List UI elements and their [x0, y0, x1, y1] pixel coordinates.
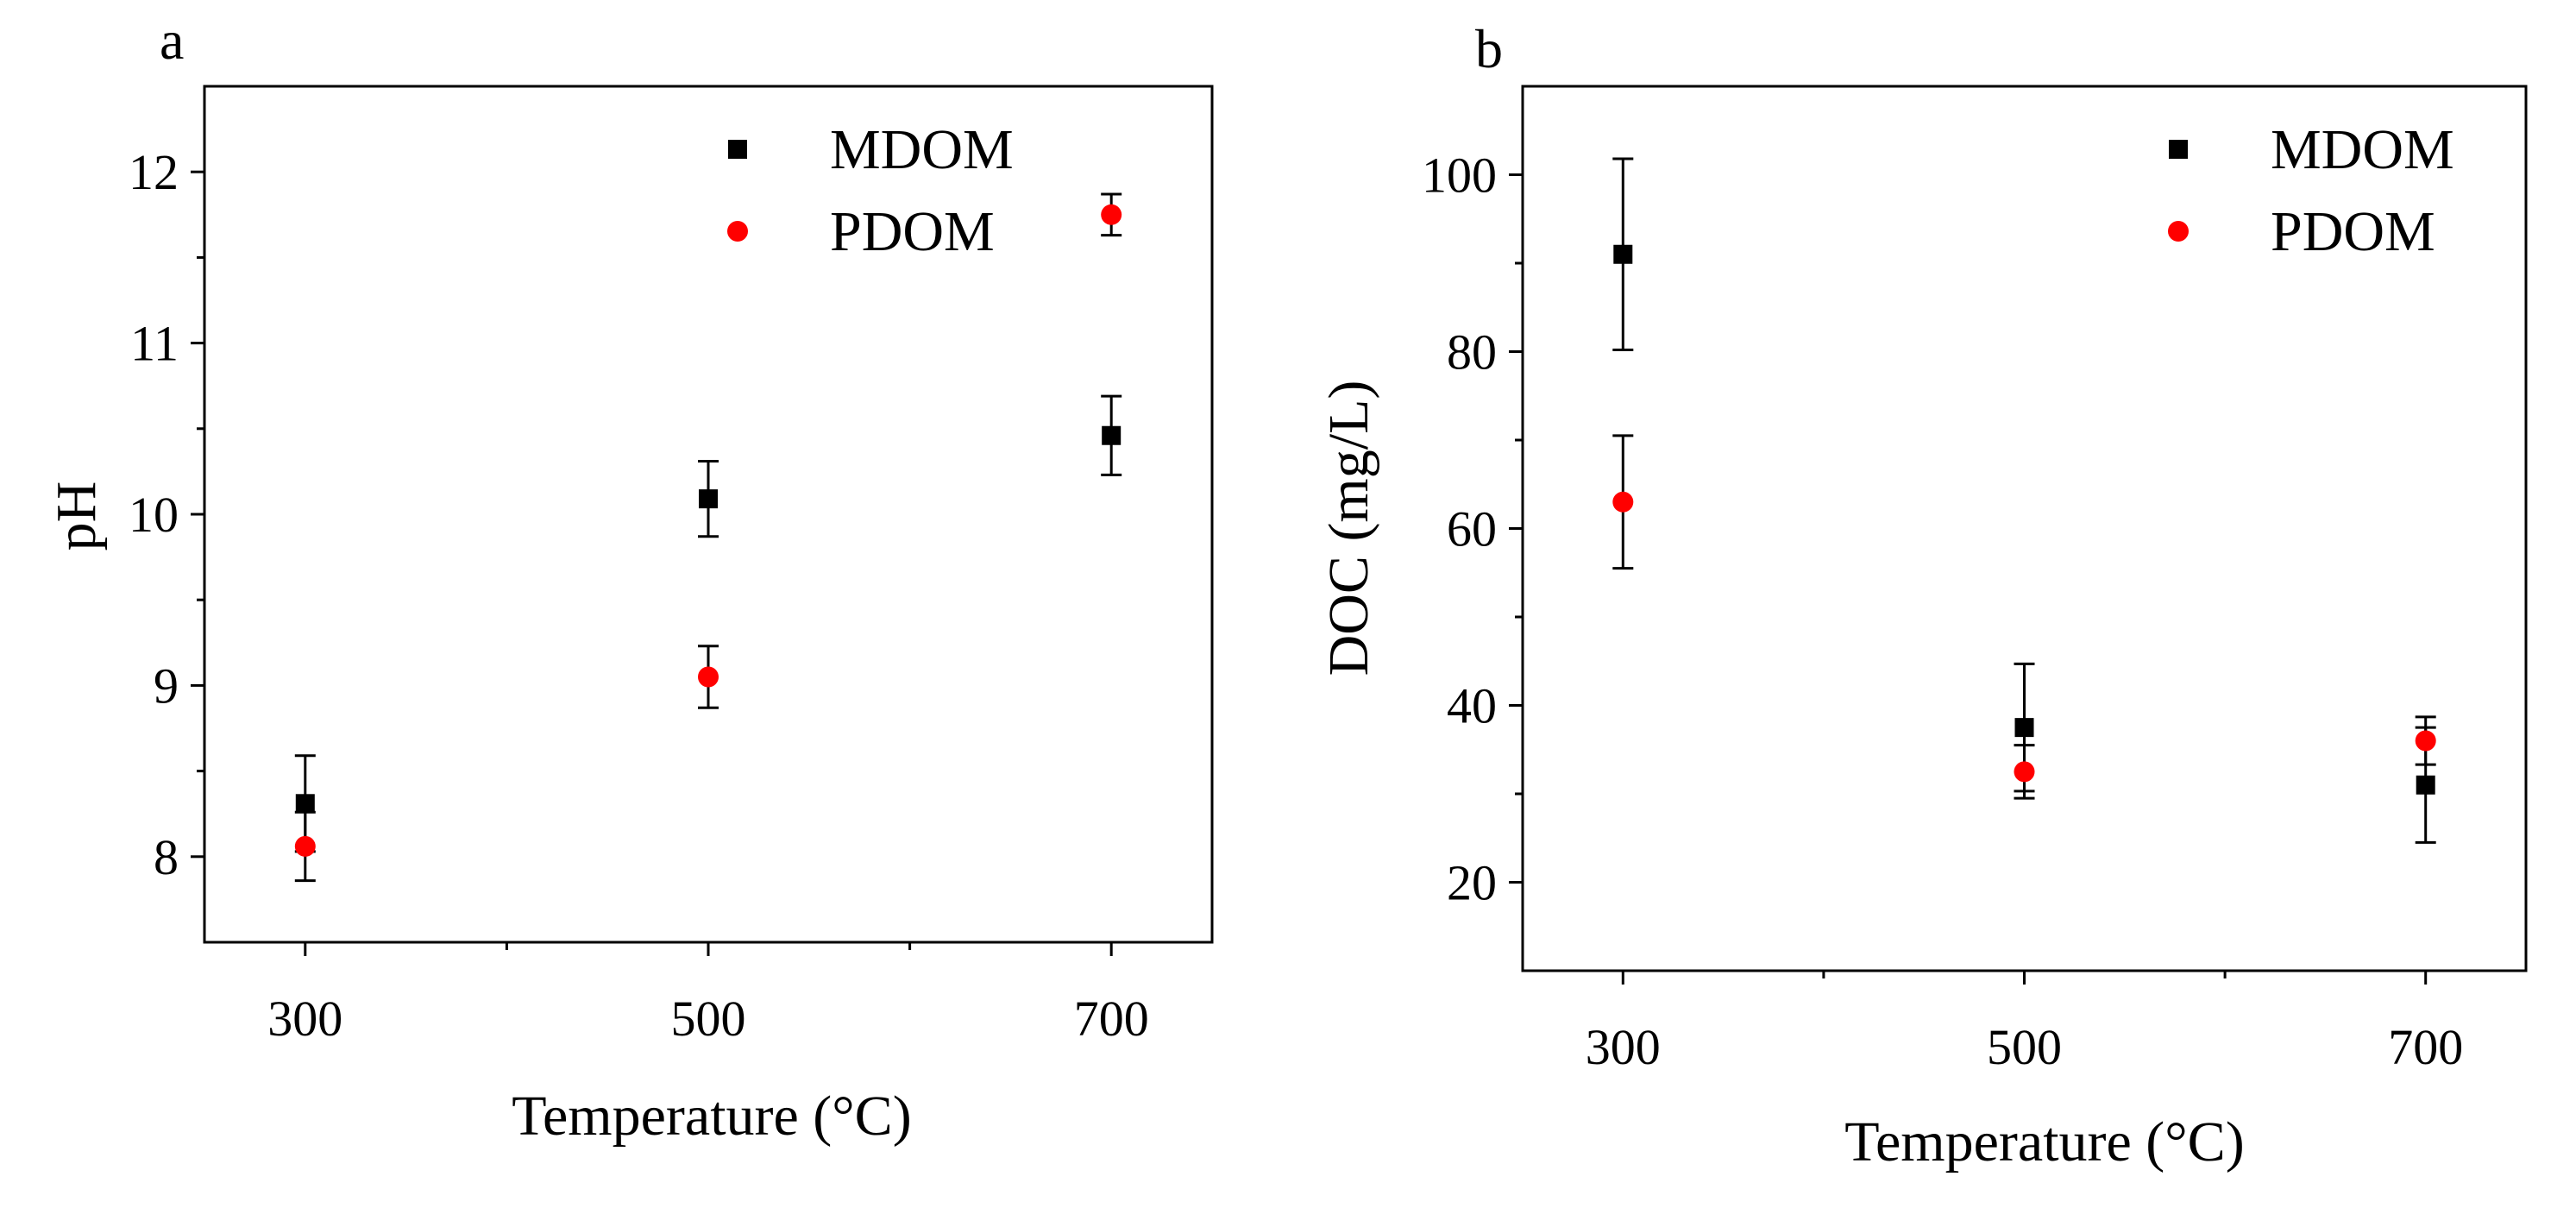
- legend-marker-pdom-b: [2168, 221, 2189, 242]
- y-tick-label-20: 20: [1447, 855, 1497, 911]
- y-tick-label-80: 80: [1447, 324, 1497, 381]
- x-axis-title-a: Temperature (°C): [512, 1085, 911, 1148]
- data-point-mdom-500: [2014, 718, 2034, 738]
- data-point-pdom-500: [698, 666, 719, 688]
- data-point-mdom-700: [1102, 425, 1122, 445]
- legend-label-mdom-b: MDOM: [2271, 118, 2454, 181]
- data-point-pdom-300: [1612, 491, 1634, 513]
- y-axis-title-a: pH: [45, 481, 108, 551]
- chart-panel-b: b Temperature (°C) DOC (mg/L) 300 500 700 2…: [1317, 18, 2528, 1173]
- legend-label-pdom-a: PDOM: [830, 200, 995, 263]
- legend-label-mdom-a: MDOM: [830, 118, 1014, 181]
- data-point-pdom-700: [2415, 730, 2436, 752]
- data-point-pdom-500: [2014, 761, 2035, 783]
- legend-marker-mdom-b: [2169, 140, 2188, 159]
- data-point-pdom-700: [1101, 204, 1122, 225]
- legend-marker-pdom-a: [727, 221, 748, 242]
- x-axis-title-b: Temperature (°C): [1844, 1110, 2244, 1173]
- y-axis-title-b: DOC (mg/L): [1317, 381, 1380, 676]
- y-tick-label-40: 40: [1447, 678, 1497, 734]
- panel-label-b: b: [1475, 18, 1503, 79]
- data-point-mdom-300: [295, 794, 315, 814]
- panel-label-a: a: [160, 9, 184, 71]
- y-tick-label-60: 60: [1447, 501, 1497, 557]
- data-point-mdom-700: [2416, 775, 2435, 795]
- data-point-mdom-300: [1613, 244, 1633, 264]
- x-tick-label-500: 500: [671, 991, 746, 1047]
- data-point-pdom-300: [294, 835, 316, 857]
- data-point-mdom-500: [699, 489, 718, 509]
- marks-b: 300 500 700 20 40 60 80 100: [1422, 85, 2528, 1075]
- legend-a: MDOM PDOM: [830, 118, 1014, 263]
- x-tick-label-300: 300: [267, 991, 342, 1047]
- x-tick-label-700: 700: [1074, 991, 1149, 1047]
- legend-label-pdom-b: PDOM: [2271, 200, 2435, 263]
- y-tick-label-12: 12: [129, 144, 179, 200]
- legend-marker-mdom-a: [728, 140, 747, 159]
- y-tick-label-100: 100: [1422, 148, 1497, 204]
- y-tick-label-8: 8: [154, 829, 179, 885]
- chart-panel-a: a Temperature (°C) pH 300 500 70089101112 …: [45, 9, 1214, 1148]
- x-tick-label-500: 500: [1987, 1019, 2062, 1075]
- marks-a: 300 500 700 8 9 10 11 12: [129, 85, 1214, 1047]
- y-tick-label-9: 9: [154, 657, 179, 714]
- legend-b: MDOM PDOM: [2271, 118, 2454, 263]
- x-tick-label-300: 300: [1586, 1019, 1661, 1075]
- x-tick-label-700: 700: [2388, 1019, 2463, 1075]
- y-tick-label-11: 11: [130, 316, 179, 372]
- y-tick-label-10: 10: [129, 487, 179, 543]
